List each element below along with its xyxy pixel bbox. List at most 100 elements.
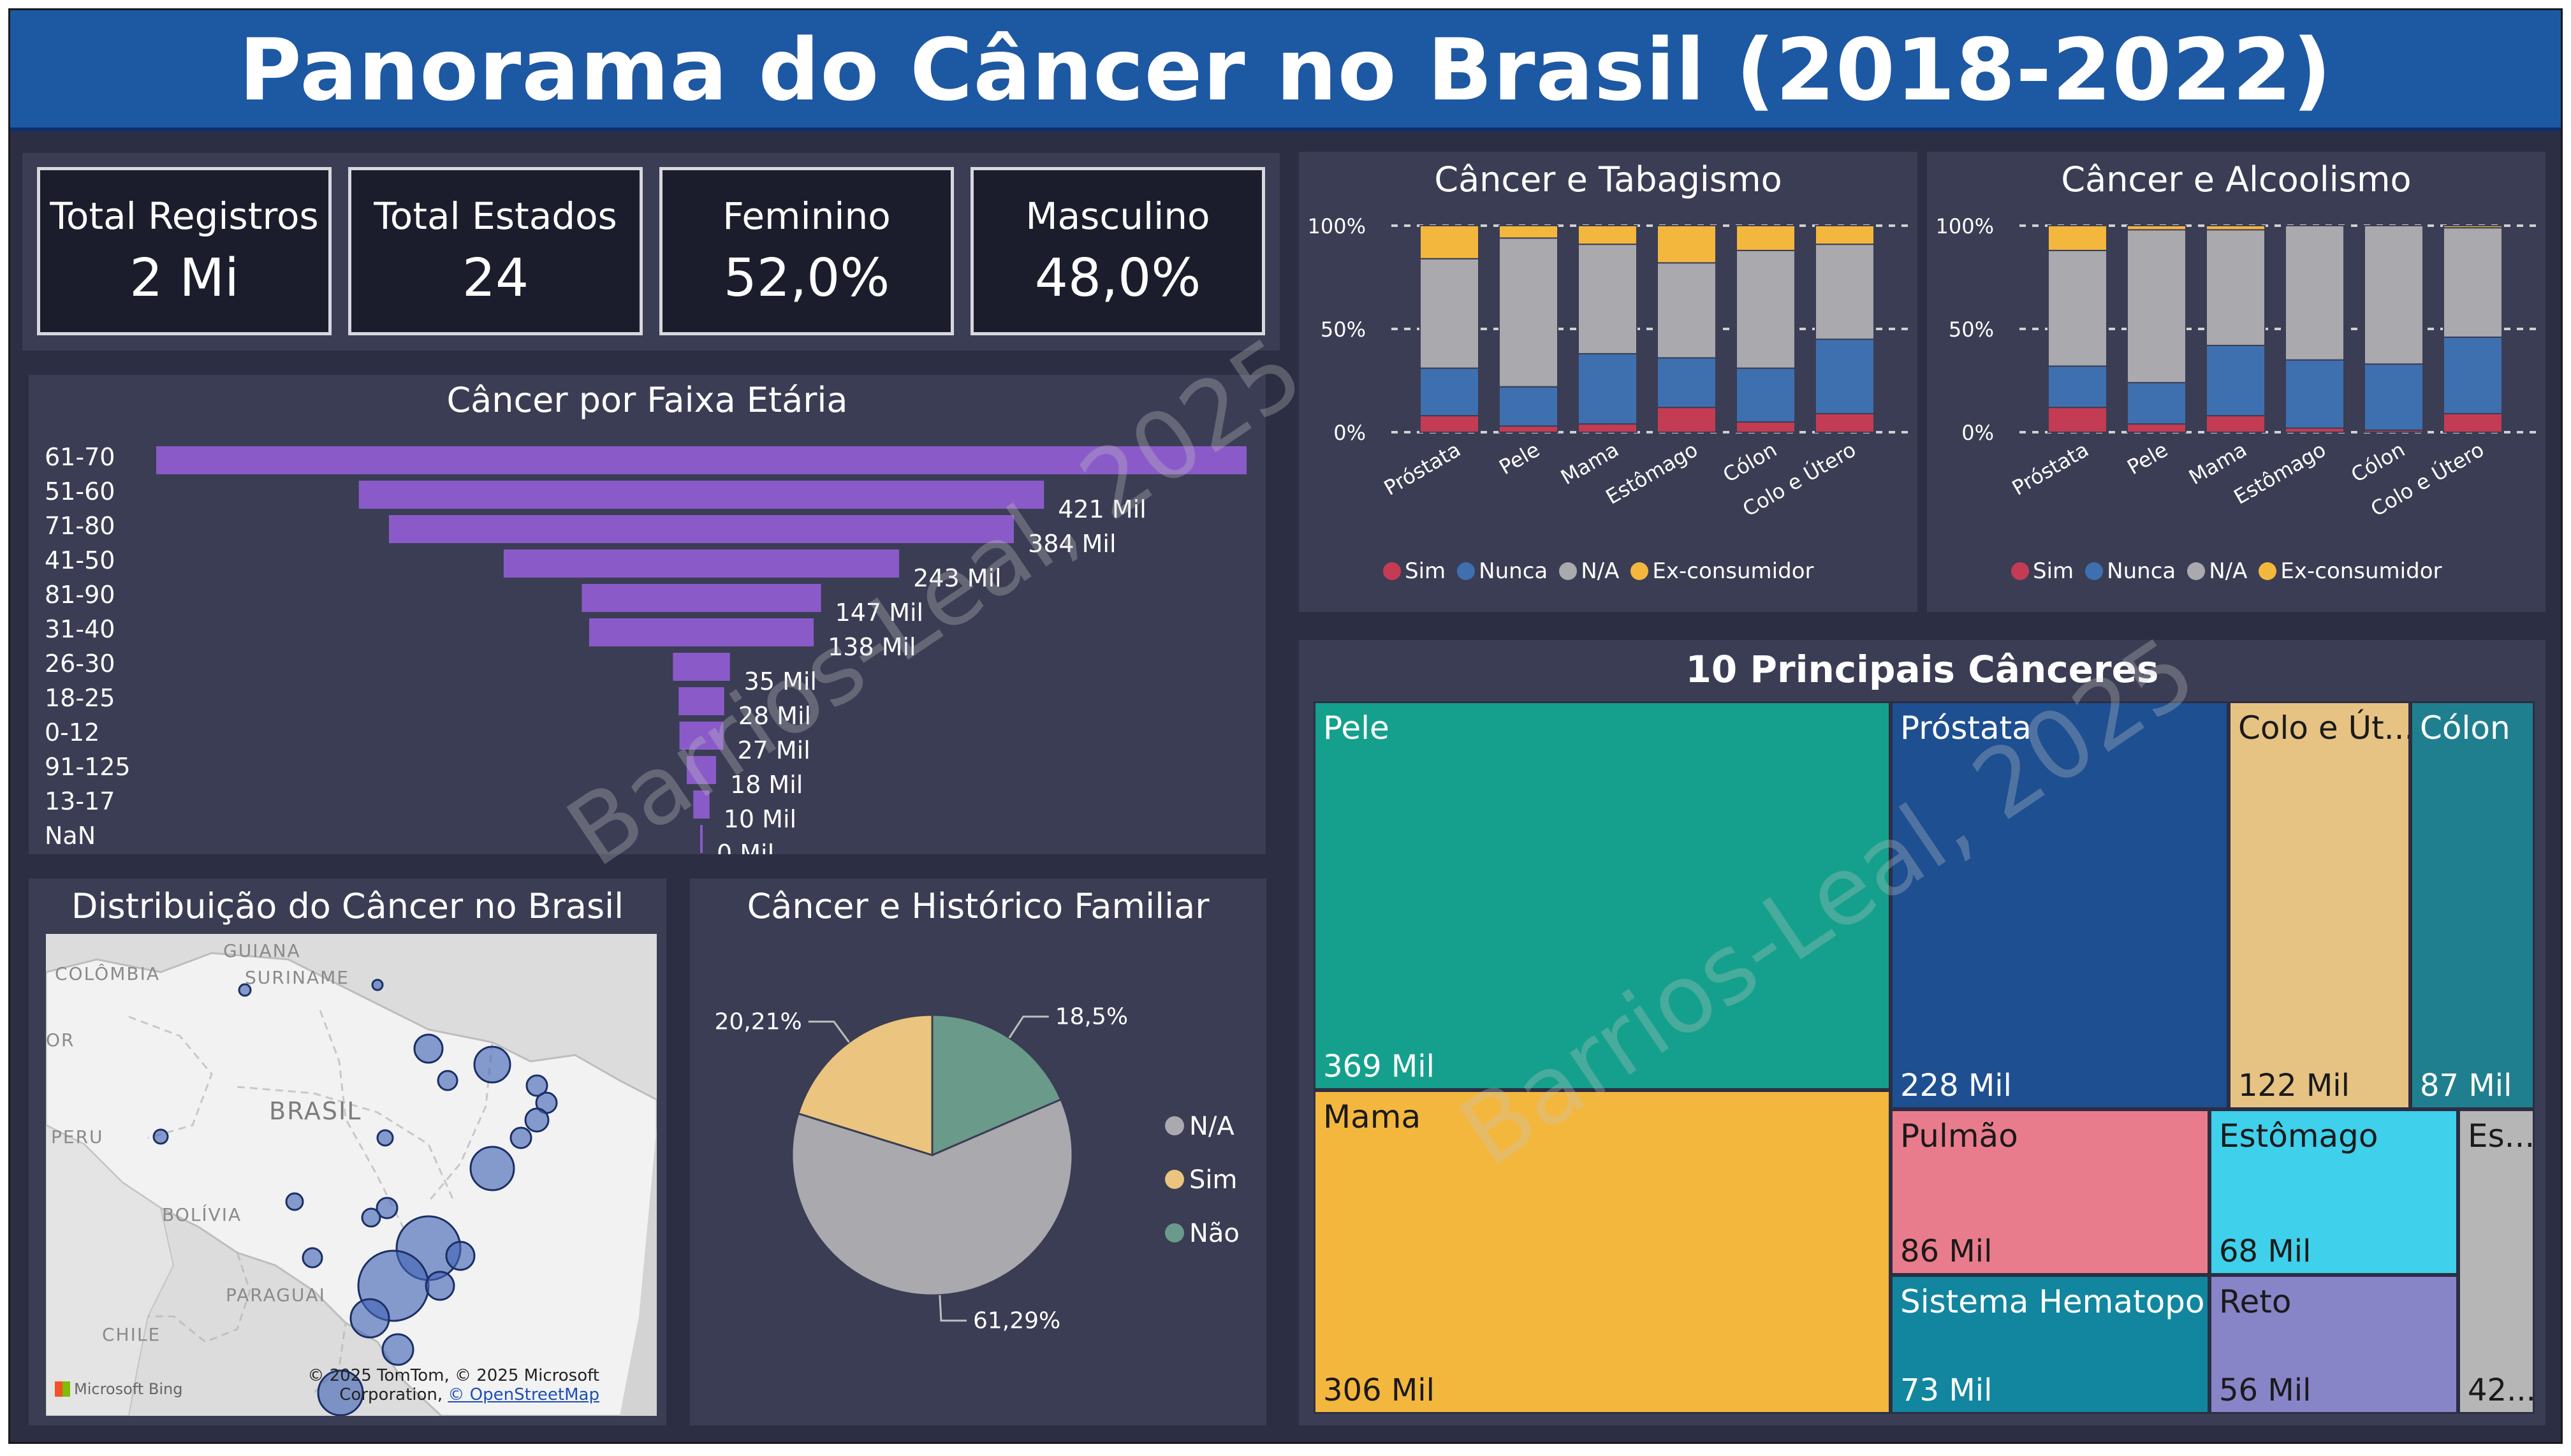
stacked-bar-segment[interactable] bbox=[1578, 225, 1637, 245]
age-bar[interactable] bbox=[582, 584, 821, 612]
legend-item[interactable]: Sim bbox=[2011, 558, 2074, 584]
map-bubble[interactable] bbox=[437, 1070, 458, 1091]
age-bar[interactable] bbox=[678, 687, 724, 715]
legend-item[interactable]: Sim bbox=[1383, 558, 1446, 584]
stacked-bar-segment[interactable] bbox=[1419, 258, 1479, 369]
map-bubble[interactable] bbox=[473, 1045, 511, 1084]
map-bubble[interactable] bbox=[376, 1197, 399, 1219]
openstreetmap-link[interactable]: © OpenStreetMap bbox=[448, 1385, 599, 1404]
map-bubble[interactable] bbox=[425, 1270, 455, 1301]
treemap-cell[interactable]: Mama 306 Mil bbox=[1314, 1090, 1891, 1414]
legend-item[interactable]: Ex-consumidor bbox=[1630, 558, 1813, 584]
stacked-bar-segment[interactable] bbox=[1657, 407, 1717, 433]
stacked-bar-segment[interactable] bbox=[1578, 244, 1637, 354]
stacked-bar-segment[interactable] bbox=[2206, 225, 2266, 231]
stacked-bar-segment[interactable] bbox=[2047, 365, 2107, 409]
stacked-bar-segment[interactable] bbox=[2127, 225, 2186, 231]
age-bar[interactable] bbox=[503, 550, 900, 578]
stacked-bar-segment[interactable] bbox=[1498, 386, 1558, 427]
pie-slice[interactable] bbox=[791, 1098, 1074, 1297]
stacked-bar-segment[interactable] bbox=[1736, 249, 1796, 369]
stacked-bar-segment[interactable] bbox=[2443, 412, 2503, 433]
stacked-bar-segment[interactable] bbox=[1815, 412, 1875, 433]
legend-item[interactable]: N/A bbox=[2187, 558, 2247, 584]
stacked-bar-segment[interactable] bbox=[1578, 423, 1637, 433]
treemap-cell[interactable]: Sistema Hematopo... 73 Mil bbox=[1891, 1275, 2209, 1414]
stacked-bar-segment[interactable] bbox=[1419, 415, 1479, 433]
age-bar[interactable] bbox=[679, 722, 724, 750]
stacked-bar-segment[interactable] bbox=[1736, 225, 1796, 251]
stacked-bar-segment[interactable] bbox=[1736, 421, 1796, 433]
age-bar[interactable] bbox=[700, 825, 703, 853]
stacked-bar-segment[interactable] bbox=[1498, 237, 1558, 388]
pie-legend-label[interactable]: Sim bbox=[1189, 1165, 1237, 1195]
stacked-bar-segment[interactable] bbox=[2047, 407, 2107, 433]
stacked-bar-segment[interactable] bbox=[2443, 227, 2503, 338]
map-bubble[interactable] bbox=[361, 1207, 381, 1228]
kpi-total-estados[interactable]: Total Estados 24 bbox=[348, 167, 643, 335]
treemap-cell[interactable]: Pele 369 Mil bbox=[1314, 701, 1891, 1090]
pie-slice[interactable] bbox=[931, 1014, 1062, 1157]
map-bubble[interactable] bbox=[509, 1126, 532, 1149]
pie-legend-label[interactable]: N/A bbox=[1189, 1112, 1234, 1141]
kpi-total-registros[interactable]: Total Registros 2 Mi bbox=[37, 167, 332, 335]
treemap-cell[interactable]: Es... 42... bbox=[2458, 1109, 2535, 1414]
stacked-bar-segment[interactable] bbox=[1815, 339, 1875, 414]
stacked-bar-segment[interactable] bbox=[2127, 229, 2186, 384]
kpi-feminino[interactable]: Feminino 52,0% bbox=[659, 167, 954, 335]
age-bar[interactable] bbox=[358, 481, 1044, 509]
stacked-bar-segment[interactable] bbox=[2206, 229, 2266, 346]
map-bubble[interactable] bbox=[525, 1074, 548, 1097]
legend-item[interactable]: Nunca bbox=[1457, 558, 1548, 584]
legend-item[interactable]: N/A bbox=[1559, 558, 1619, 584]
treemap-cell[interactable]: Estômago 68 Mil bbox=[2209, 1109, 2458, 1275]
stacked-bar-segment[interactable] bbox=[1419, 367, 1479, 417]
stacked-bar-segment[interactable] bbox=[2127, 382, 2186, 425]
age-bar[interactable] bbox=[693, 790, 710, 819]
map-bubble[interactable] bbox=[285, 1192, 304, 1211]
map-bubble[interactable] bbox=[349, 1298, 390, 1339]
treemap-cell[interactable]: Pulmão 86 Mil bbox=[1891, 1109, 2209, 1275]
map-bubble[interactable] bbox=[524, 1107, 550, 1133]
pie-slice[interactable] bbox=[797, 1014, 934, 1157]
stacked-bar-segment[interactable] bbox=[2364, 363, 2424, 431]
stacked-bar-segment[interactable] bbox=[1498, 425, 1558, 433]
age-bar[interactable] bbox=[156, 446, 1247, 474]
map-bubble[interactable] bbox=[445, 1241, 476, 1271]
stacked-bar-segment[interactable] bbox=[2127, 423, 2186, 433]
pie-legend-label[interactable]: Não bbox=[1189, 1219, 1240, 1248]
stacked-bar-segment[interactable] bbox=[1815, 225, 1875, 245]
stacked-bar-segment[interactable] bbox=[1657, 225, 1717, 264]
map-bubble[interactable] bbox=[413, 1033, 444, 1064]
map-bubble[interactable] bbox=[376, 1129, 394, 1147]
treemap-cell[interactable]: Cólon 87 Mil bbox=[2410, 701, 2535, 1109]
kpi-masculino[interactable]: Masculino 48,0% bbox=[971, 167, 1265, 335]
treemap-cell[interactable]: Próstata 228 Mil bbox=[1891, 701, 2229, 1109]
legend-item[interactable]: Ex-consumidor bbox=[2259, 558, 2442, 584]
stacked-bar-segment[interactable] bbox=[2364, 225, 2424, 365]
age-bar[interactable] bbox=[388, 515, 1014, 543]
stacked-bar-segment[interactable] bbox=[1736, 367, 1796, 423]
legend-item[interactable]: Nunca bbox=[2085, 558, 2176, 584]
map-bubble[interactable] bbox=[302, 1247, 323, 1269]
age-bar[interactable] bbox=[687, 756, 716, 784]
stacked-bar-segment[interactable] bbox=[2443, 336, 2503, 414]
stacked-bar-segment[interactable] bbox=[1578, 353, 1637, 425]
map-bubble[interactable] bbox=[469, 1146, 515, 1191]
map-bubble[interactable] bbox=[152, 1128, 169, 1145]
map-bubble[interactable] bbox=[238, 983, 252, 997]
stacked-bar-segment[interactable] bbox=[1657, 357, 1717, 409]
stacked-bar-segment[interactable] bbox=[2206, 415, 2266, 433]
stacked-bar-segment[interactable] bbox=[2047, 249, 2107, 367]
treemap-cell[interactable]: Colo e Út... 122 Mil bbox=[2229, 701, 2410, 1109]
map-bubble[interactable] bbox=[317, 1369, 364, 1416]
stacked-bar-segment[interactable] bbox=[1657, 262, 1717, 359]
stacked-bar-segment[interactable] bbox=[2285, 225, 2345, 361]
age-bar[interactable] bbox=[589, 618, 814, 646]
stacked-bar-segment[interactable] bbox=[1815, 244, 1875, 340]
stacked-bar-segment[interactable] bbox=[2443, 225, 2503, 229]
stacked-bar-segment[interactable] bbox=[2047, 225, 2107, 251]
stacked-bar-segment[interactable] bbox=[2206, 344, 2266, 417]
map-bubble[interactable] bbox=[381, 1333, 414, 1366]
stacked-bar-segment[interactable] bbox=[2285, 359, 2345, 429]
